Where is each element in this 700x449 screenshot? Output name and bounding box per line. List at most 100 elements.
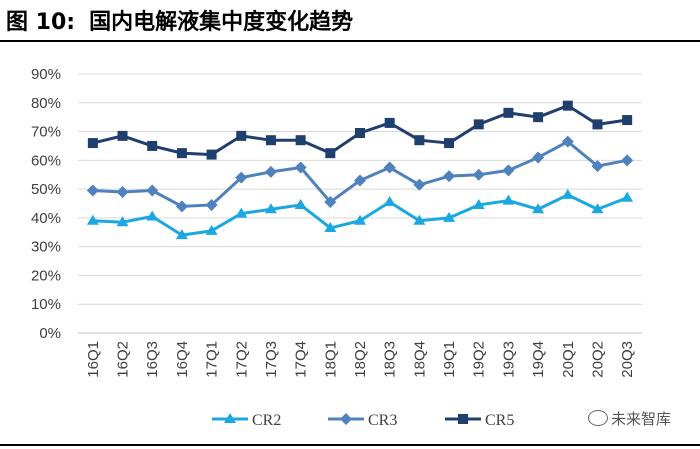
data-point (324, 221, 337, 232)
y-axis-ticks: 0% 10% 20% 30% 40% 50% 60% 70% 80% 90% (31, 66, 61, 342)
y-tick-label: 40% (31, 210, 61, 227)
series-lines (86, 100, 634, 240)
legend-label: CR5 (485, 412, 514, 429)
figure-title: 图 10: 国内电解液集中度变化趋势 (6, 4, 353, 36)
data-point (176, 148, 187, 159)
data-point (532, 151, 545, 164)
data-point (264, 203, 277, 214)
y-tick-label: 30% (31, 239, 61, 256)
x-tick-label: 20Q2 (589, 341, 606, 378)
data-point (444, 138, 455, 149)
legend-label: CR2 (252, 412, 281, 429)
data-point (340, 413, 352, 425)
data-point (561, 188, 574, 199)
data-point (146, 184, 159, 197)
x-tick-label: 17Q4 (293, 341, 310, 378)
data-point (325, 148, 336, 159)
data-point (443, 170, 456, 183)
data-point (175, 200, 188, 213)
data-point (235, 171, 248, 184)
data-point (355, 127, 365, 138)
y-tick-label: 20% (31, 267, 61, 284)
data-point (383, 196, 396, 207)
x-tick-label: 16Q1 (85, 341, 102, 378)
data-point (146, 210, 159, 221)
x-tick-label: 18Q4 (411, 341, 428, 378)
data-point (621, 191, 634, 202)
series-cr5 (87, 100, 633, 160)
data-point (532, 203, 545, 214)
y-tick-label: 50% (31, 181, 61, 198)
data-point (116, 216, 129, 227)
data-point (116, 185, 129, 198)
data-point (591, 160, 604, 173)
data-point (86, 214, 99, 225)
data-point (592, 119, 603, 130)
figure-number: 图 10: (6, 10, 76, 35)
data-point (86, 184, 99, 197)
data-point (295, 135, 306, 146)
data-point (264, 165, 277, 178)
wechat-icon (588, 410, 608, 426)
data-point (383, 161, 396, 174)
legend-item-cr2: CR2 (212, 412, 281, 429)
data-point (533, 112, 544, 123)
data-point (503, 107, 514, 118)
x-tick-label: 18Q1 (322, 341, 339, 378)
data-point (205, 224, 218, 235)
data-point (414, 135, 425, 146)
x-axis-ticks: 16Q1 16Q2 16Q3 16Q4 17Q1 17Q2 17Q3 17Q4 18Q1 18Q2… (85, 341, 636, 378)
legend-label: CR3 (368, 412, 397, 429)
data-point (473, 119, 484, 130)
bottom-divider (0, 444, 700, 446)
x-tick-label: 19Q3 (500, 341, 517, 378)
x-tick-label: 17Q3 (263, 341, 280, 378)
data-point (458, 414, 468, 424)
data-point (87, 138, 98, 149)
x-tick-label: 18Q2 (352, 341, 369, 378)
data-point (561, 135, 574, 148)
x-tick-label: 20Q3 (619, 341, 636, 378)
data-point (472, 168, 485, 181)
data-point (472, 198, 485, 209)
watermark: 未来智库 (588, 408, 671, 429)
data-point (622, 115, 633, 126)
data-point (413, 178, 426, 191)
x-tick-label: 19Q4 (530, 341, 547, 378)
data-point (206, 149, 217, 160)
x-tick-label: 20Q1 (560, 341, 577, 378)
data-point (235, 207, 248, 218)
y-tick-label: 80% (31, 95, 61, 112)
data-point (294, 198, 307, 209)
data-point (591, 203, 604, 214)
data-point (562, 100, 573, 111)
legend-item-cr3: CR3 (328, 412, 397, 429)
data-point (354, 174, 366, 187)
x-tick-label: 16Q4 (174, 341, 191, 378)
data-point (384, 117, 395, 128)
data-point (175, 229, 188, 240)
x-tick-label: 17Q2 (233, 341, 250, 378)
data-point (205, 198, 218, 211)
x-tick-label: 16Q2 (115, 341, 132, 378)
legend-item-cr5: CR5 (445, 412, 514, 429)
series-cr3 (86, 135, 634, 213)
data-point (443, 211, 456, 222)
data-point (224, 413, 236, 423)
data-point (354, 214, 366, 225)
y-tick-label: 60% (31, 152, 61, 169)
watermark-text: 未来智库 (611, 410, 672, 428)
data-point (294, 161, 307, 174)
data-point (413, 214, 426, 225)
x-tick-label: 16Q3 (144, 341, 161, 378)
y-tick-label: 0% (39, 325, 61, 342)
data-point (236, 130, 247, 141)
data-point (502, 194, 515, 205)
data-point (117, 130, 128, 141)
legend: CR2 CR3 CR5 (212, 412, 514, 429)
x-tick-label: 19Q2 (471, 341, 488, 378)
figure-caption: 国内电解液集中度变化趋势 (89, 10, 354, 35)
data-point (265, 135, 276, 146)
x-tick-label: 19Q1 (441, 341, 458, 378)
